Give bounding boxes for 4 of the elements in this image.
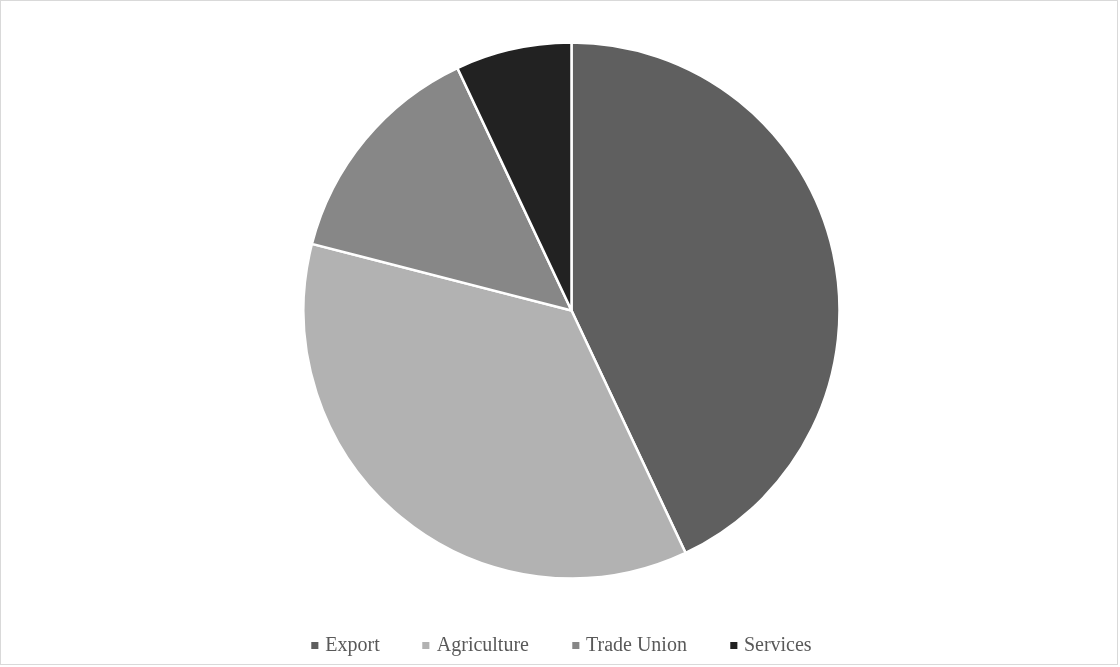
legend-label: Agriculture	[436, 633, 529, 656]
legend-label: Services	[743, 633, 812, 656]
legend-label: Export	[325, 633, 380, 656]
legend-label: Trade Union	[585, 633, 687, 656]
